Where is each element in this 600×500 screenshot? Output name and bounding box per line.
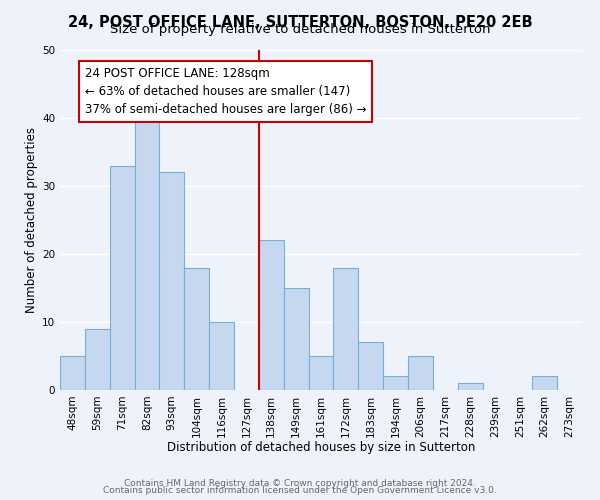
Bar [458, 383, 482, 390]
Bar [358, 342, 383, 390]
Bar [308, 356, 334, 390]
Text: 24 POST OFFICE LANE: 128sqm
← 63% of detached houses are smaller (147)
37% of se: 24 POST OFFICE LANE: 128sqm ← 63% of det… [85, 67, 367, 116]
Text: Contains HM Land Registry data © Crown copyright and database right 2024.: Contains HM Land Registry data © Crown c… [124, 478, 476, 488]
Bar [408, 356, 433, 390]
Bar [110, 166, 134, 390]
X-axis label: Distribution of detached houses by size in Sutterton: Distribution of detached houses by size … [167, 441, 475, 454]
Bar [184, 268, 209, 390]
Bar [209, 322, 234, 390]
Bar [334, 268, 358, 390]
Y-axis label: Number of detached properties: Number of detached properties [25, 127, 38, 313]
Bar [60, 356, 85, 390]
Text: Size of property relative to detached houses in Sutterton: Size of property relative to detached ho… [110, 22, 490, 36]
Bar [259, 240, 284, 390]
Bar [284, 288, 308, 390]
Text: Contains public sector information licensed under the Open Government Licence v3: Contains public sector information licen… [103, 486, 497, 495]
Bar [85, 329, 110, 390]
Bar [383, 376, 408, 390]
Bar [134, 118, 160, 390]
Bar [532, 376, 557, 390]
Text: 24, POST OFFICE LANE, SUTTERTON, BOSTON, PE20 2EB: 24, POST OFFICE LANE, SUTTERTON, BOSTON,… [68, 15, 532, 30]
Bar [160, 172, 184, 390]
